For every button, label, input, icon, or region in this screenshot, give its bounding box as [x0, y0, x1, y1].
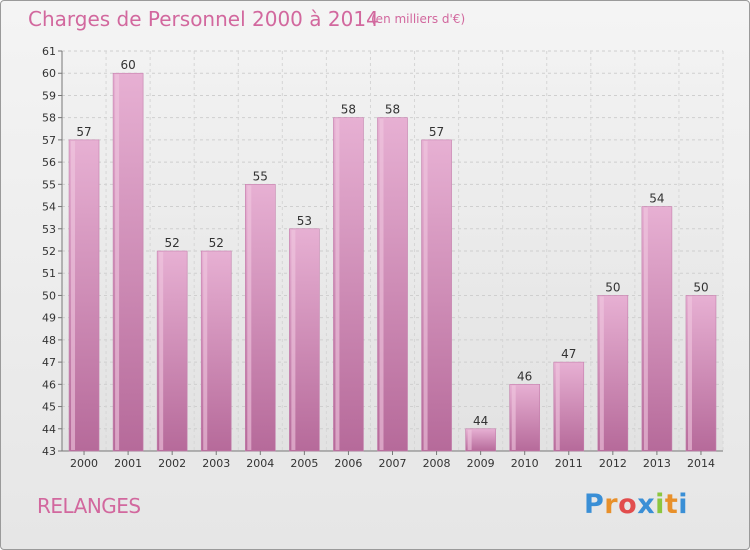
x-tick-label: 2007 — [379, 457, 407, 470]
bar-value-label: 52 — [209, 236, 224, 250]
x-tick-label: 2011 — [555, 457, 583, 470]
x-tick-label: 2001 — [114, 457, 142, 470]
x-tick-label: 2003 — [202, 457, 230, 470]
y-tick-label: 45 — [42, 401, 56, 414]
y-tick-label: 53 — [42, 223, 56, 236]
y-tick-label: 57 — [42, 134, 56, 147]
y-tick-label: 58 — [42, 112, 56, 125]
logo-letter: P — [584, 489, 605, 520]
x-tick-label: 2000 — [70, 457, 98, 470]
x-tick-label: 2013 — [643, 457, 671, 470]
bar-value-label: 52 — [165, 236, 180, 250]
y-tick-label: 59 — [42, 89, 56, 102]
y-tick-label: 60 — [42, 67, 56, 80]
bar-value-label: 53 — [297, 214, 312, 228]
logo-letter: r — [604, 489, 619, 520]
y-tick-label: 44 — [42, 423, 56, 436]
x-tick-label: 2014 — [687, 457, 715, 470]
x-tick-label: 2009 — [467, 457, 495, 470]
municipality-name: RELANGES — [37, 494, 141, 518]
bar-value-label: 54 — [649, 192, 664, 206]
bar-value-label: 47 — [561, 347, 576, 361]
bar-highlight — [599, 296, 604, 450]
bar-value-label: 57 — [429, 125, 444, 139]
logo-letter: x — [637, 489, 656, 520]
bar-highlight — [335, 118, 340, 451]
y-tick-label: 51 — [42, 267, 56, 280]
y-tick-label: 61 — [42, 45, 56, 58]
chart-title: Charges de Personnel 2000 à 2014 — [28, 7, 379, 31]
x-tick-label: 2012 — [599, 457, 627, 470]
logo-letter: i — [678, 489, 689, 520]
bar-highlight — [423, 140, 428, 450]
bar-highlight — [511, 385, 516, 450]
y-tick-label: 46 — [42, 378, 56, 391]
bar-highlight — [291, 229, 296, 450]
bar-highlight — [247, 185, 252, 451]
y-tick-label: 55 — [42, 178, 56, 191]
y-tick-label: 47 — [42, 356, 56, 369]
bar-highlight — [71, 140, 76, 450]
logo-letter: o — [618, 489, 638, 520]
bar-value-label: 44 — [473, 414, 488, 428]
logo-letter: t — [664, 489, 679, 520]
x-tick-label: 2005 — [290, 457, 318, 470]
unit-note: (en milliers d'€) — [371, 12, 466, 26]
bar-highlight — [203, 252, 208, 450]
x-tick-label: 2010 — [511, 457, 539, 470]
bar-value-label: 60 — [120, 58, 135, 72]
y-tick-label: 56 — [42, 156, 56, 169]
bar-highlight — [467, 429, 472, 450]
bar-highlight — [643, 207, 648, 450]
y-tick-label: 49 — [42, 312, 56, 325]
bar-value-label: 46 — [517, 369, 532, 383]
bar-value-label: 50 — [605, 280, 620, 294]
x-tick-label: 2002 — [158, 457, 186, 470]
bar-highlight — [379, 118, 384, 451]
bar-value-label: 57 — [76, 125, 91, 139]
bar-value-label: 58 — [385, 103, 400, 117]
y-tick-label: 54 — [42, 201, 56, 214]
y-tick-label: 50 — [42, 289, 56, 302]
y-tick-label: 48 — [42, 334, 56, 347]
bar-highlight — [159, 252, 164, 450]
x-tick-label: 2004 — [246, 457, 274, 470]
bar-value-label: 50 — [693, 280, 708, 294]
x-tick-label: 2006 — [334, 457, 362, 470]
x-tick-label: 2008 — [423, 457, 451, 470]
bar-value-label: 58 — [341, 103, 356, 117]
bar-highlight — [687, 296, 692, 450]
proxiti-logo[interactable]: Proxiti — [584, 489, 688, 520]
bar-highlight — [555, 363, 560, 450]
logo-letter: i — [655, 489, 665, 520]
y-tick-label: 52 — [42, 245, 56, 258]
y-tick-label: 43 — [42, 445, 56, 458]
bar-value-label: 55 — [253, 169, 268, 183]
bar-highlight — [115, 74, 120, 450]
